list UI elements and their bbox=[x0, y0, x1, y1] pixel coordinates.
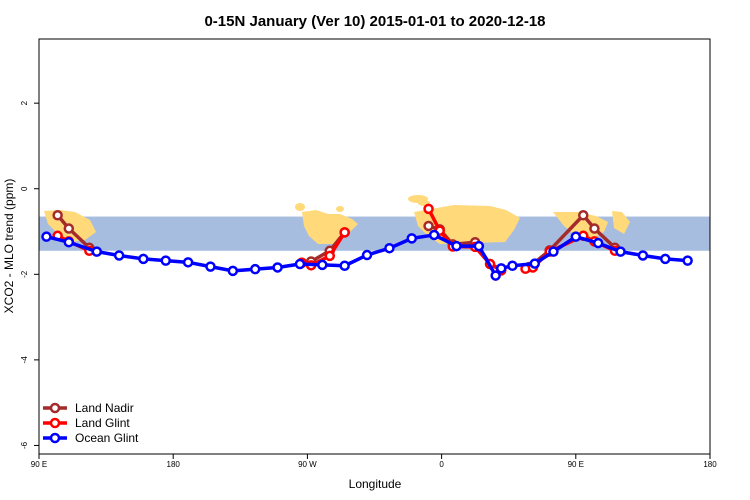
data-point bbox=[615, 246, 626, 257]
land-mass bbox=[612, 211, 630, 234]
data-point bbox=[138, 253, 149, 265]
data-point bbox=[660, 253, 671, 265]
x-tick-label: 90 E bbox=[31, 460, 47, 469]
data-point bbox=[384, 242, 395, 254]
data-point bbox=[52, 210, 63, 221]
x-tick-label: 90 E bbox=[568, 460, 584, 469]
data-point bbox=[227, 265, 239, 277]
series-ocean-glint bbox=[41, 229, 693, 281]
data-point bbox=[406, 233, 418, 244]
y-tick-label: -4 bbox=[20, 356, 29, 364]
data-point bbox=[113, 250, 125, 261]
data-point bbox=[490, 270, 501, 281]
data-point bbox=[91, 246, 103, 257]
data-point bbox=[428, 229, 440, 241]
data-point bbox=[339, 227, 350, 238]
data-point bbox=[423, 220, 434, 232]
plot-frame bbox=[38, 38, 711, 455]
legend-label: Land Nadir bbox=[75, 401, 134, 415]
x-axis-title: Longitude bbox=[349, 477, 402, 491]
data-point bbox=[637, 250, 649, 261]
y-axis-title: XCO2 - MLO trend (ppm) bbox=[2, 179, 16, 314]
y-tick-label: 2 bbox=[20, 100, 29, 105]
data-point bbox=[249, 263, 261, 275]
legend-item: Land Nadir bbox=[43, 401, 134, 415]
data-point bbox=[294, 258, 306, 270]
land-mass bbox=[295, 203, 305, 211]
x-tick-label: 180 bbox=[167, 460, 181, 469]
data-point bbox=[272, 262, 283, 273]
data-point bbox=[495, 263, 507, 274]
legend-marker bbox=[49, 417, 61, 429]
data-point bbox=[324, 250, 336, 262]
legend-item: Ocean Glint bbox=[43, 431, 139, 445]
data-point bbox=[205, 261, 216, 272]
x-tick-label: 0 bbox=[439, 460, 444, 469]
legend-marker bbox=[49, 432, 61, 444]
legend-label: Land Glint bbox=[75, 416, 130, 430]
data-point bbox=[589, 223, 600, 234]
land-mass bbox=[336, 206, 344, 212]
data-point bbox=[182, 257, 194, 268]
chart-title: 0-15N January (Ver 10) 2015-01-01 to 202… bbox=[204, 13, 545, 30]
legend-marker bbox=[49, 402, 61, 414]
data-point bbox=[682, 255, 693, 266]
data-point bbox=[507, 260, 518, 272]
data-point bbox=[473, 240, 485, 252]
data-point bbox=[451, 240, 462, 252]
legend-item: Land Glint bbox=[43, 416, 130, 430]
x-tick-label: 90 W bbox=[298, 460, 317, 469]
data-point bbox=[361, 249, 373, 261]
data-point bbox=[160, 255, 171, 266]
data-point bbox=[578, 210, 589, 221]
y-tick-label: -6 bbox=[20, 441, 29, 449]
x-axis: 90 E 180 90 W 0 90 E 180 bbox=[31, 454, 717, 469]
data-point bbox=[63, 236, 75, 248]
data-point bbox=[41, 231, 52, 242]
plot-area bbox=[39, 195, 710, 281]
data-point bbox=[570, 231, 582, 242]
data-point bbox=[592, 237, 604, 249]
legend-label: Ocean Glint bbox=[75, 431, 139, 445]
data-point bbox=[317, 259, 328, 271]
y-axis: 2 0 -2 -4 -6 bbox=[20, 100, 39, 449]
data-point bbox=[63, 223, 75, 234]
y-tick-label: -2 bbox=[20, 270, 29, 278]
x-tick-label: 180 bbox=[703, 460, 717, 469]
y-tick-label: 0 bbox=[20, 186, 29, 191]
data-point bbox=[339, 260, 350, 272]
data-point bbox=[548, 246, 559, 257]
data-point bbox=[423, 203, 434, 215]
data-point bbox=[529, 258, 541, 269]
